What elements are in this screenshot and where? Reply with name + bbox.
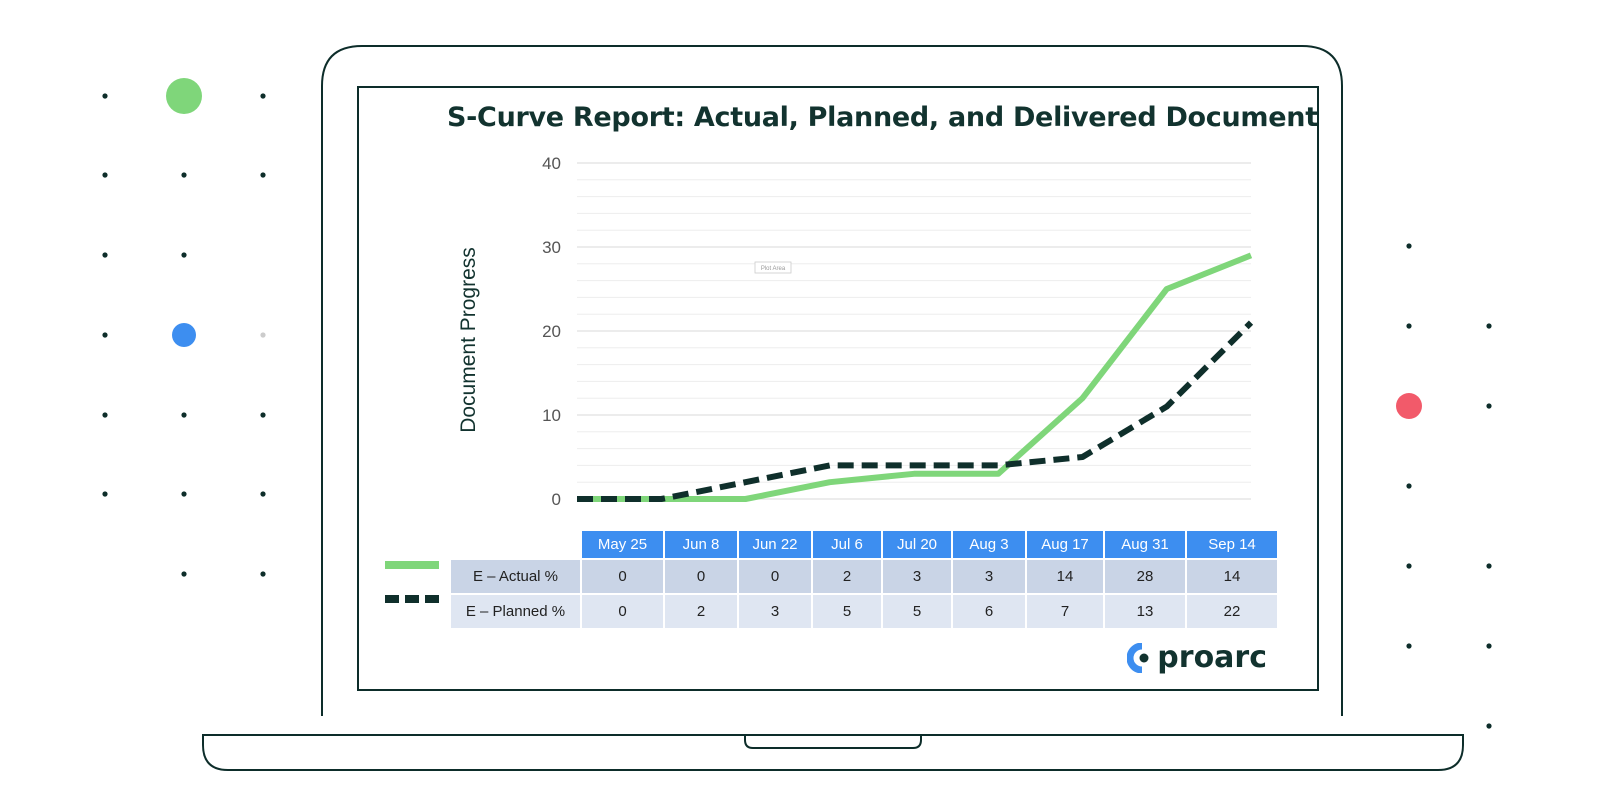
table-header-row: May 25 Jun 8 Jun 22 Jul 6 Jul 20 Aug 3 Aug 17 A…	[449, 529, 1279, 560]
decor-dot	[1406, 643, 1412, 649]
decor-dot	[1486, 643, 1492, 649]
table-cell: 0	[580, 558, 665, 595]
table-column-header: Aug 17	[1025, 529, 1105, 560]
decor-dot	[260, 491, 266, 497]
series-line-planned	[577, 320, 1254, 502]
y-tick-label: 10	[542, 406, 561, 425]
y-tick-label: 30	[542, 238, 561, 257]
decor-dot	[181, 172, 187, 178]
proarc-logo: proarc	[1127, 640, 1267, 675]
table-column-header: Sep 14	[1185, 529, 1279, 560]
table-corner	[449, 529, 582, 560]
decor-dot-green	[166, 78, 202, 114]
table-cell: 3	[881, 558, 953, 595]
decor-dot	[1486, 723, 1492, 729]
decor-dot	[260, 93, 266, 99]
chart-title: S-Curve Report: Actual, Planned, and Del…	[447, 102, 1319, 133]
table-column-header: Aug 3	[951, 529, 1027, 560]
table-cell: 3	[737, 593, 813, 630]
table-cell: 5	[811, 593, 883, 630]
table-cell: 0	[737, 558, 813, 595]
laptop-screen: S-Curve Report: Actual, Planned, and Del…	[357, 86, 1319, 691]
table-column-header: Jul 20	[881, 529, 953, 560]
decor-dot	[1486, 563, 1492, 569]
decor-dot	[260, 412, 266, 418]
table-column-header: May 25	[580, 529, 665, 560]
decor-dot	[260, 571, 266, 577]
decor-dot	[260, 332, 266, 338]
decor-dot	[102, 491, 108, 497]
table-column-header: Jun 22	[737, 529, 813, 560]
table-cell: 2	[663, 593, 739, 630]
table-cell: 0	[580, 593, 665, 630]
decor-dot	[102, 93, 108, 99]
proarc-logo-text: proarc	[1157, 640, 1267, 675]
decor-dot	[181, 571, 187, 577]
decor-dot	[102, 412, 108, 418]
series-label-actual: E – Actual %	[449, 558, 582, 595]
table-cell: 28	[1103, 558, 1187, 595]
table-column-header: Jul 6	[811, 529, 883, 560]
table-cell: 22	[1185, 593, 1279, 630]
line-chart: 0 10 20 30 40 Plot Area	[542, 154, 1254, 509]
decor-dot	[1406, 483, 1412, 489]
data-table: May 25 Jun 8 Jun 22 Jul 6 Jul 20 Aug 3 Aug 17 A…	[449, 529, 1279, 630]
table-row-actual: E – Actual % 0 0 0 2 3 3 14 28 14	[449, 558, 1279, 595]
decor-dot	[1486, 323, 1492, 329]
decor-dot	[1406, 563, 1412, 569]
decor-dot	[181, 491, 187, 497]
decor-dot	[181, 252, 187, 258]
series-line-actual	[577, 252, 1253, 502]
decor-dot	[260, 172, 266, 178]
table-cell: 3	[951, 558, 1027, 595]
plot-area-tag: Plot Area	[754, 261, 792, 274]
decor-dot	[1486, 403, 1492, 409]
table-cell: 5	[881, 593, 953, 630]
table-column-header: Aug 31	[1103, 529, 1187, 560]
laptop-notch	[744, 735, 922, 749]
table-cell: 7	[1025, 593, 1105, 630]
legend-key-planned	[385, 595, 439, 603]
series-label-planned: E – Planned %	[449, 593, 582, 630]
svg-text:Plot Area: Plot Area	[761, 266, 786, 272]
table-cell: 14	[1185, 558, 1279, 595]
decor-dot	[102, 252, 108, 258]
decor-dot	[102, 332, 108, 338]
y-tick-label: 20	[542, 322, 561, 341]
table-cell: 14	[1025, 558, 1105, 595]
decor-dot-red	[1396, 393, 1422, 419]
laptop-base	[202, 734, 1464, 771]
proarc-logo-icon	[1127, 642, 1149, 673]
table-cell: 0	[663, 558, 739, 595]
decor-dot	[102, 172, 108, 178]
y-tick-label: 0	[552, 490, 561, 509]
decor-dot	[181, 412, 187, 418]
table-cell: 13	[1103, 593, 1187, 630]
decor-dot	[1406, 323, 1412, 329]
decor-dot	[1406, 243, 1412, 249]
table-cell: 6	[951, 593, 1027, 630]
laptop-lid	[321, 45, 1343, 716]
table-column-header: Jun 8	[663, 529, 739, 560]
decor-dot-blue	[172, 323, 196, 347]
legend-key-actual	[385, 561, 439, 569]
y-tick-label: 40	[542, 154, 561, 173]
table-row-planned: E – Planned % 0 2 3 5 5 6 7 13 22	[449, 593, 1279, 630]
table-cell: 2	[811, 558, 883, 595]
